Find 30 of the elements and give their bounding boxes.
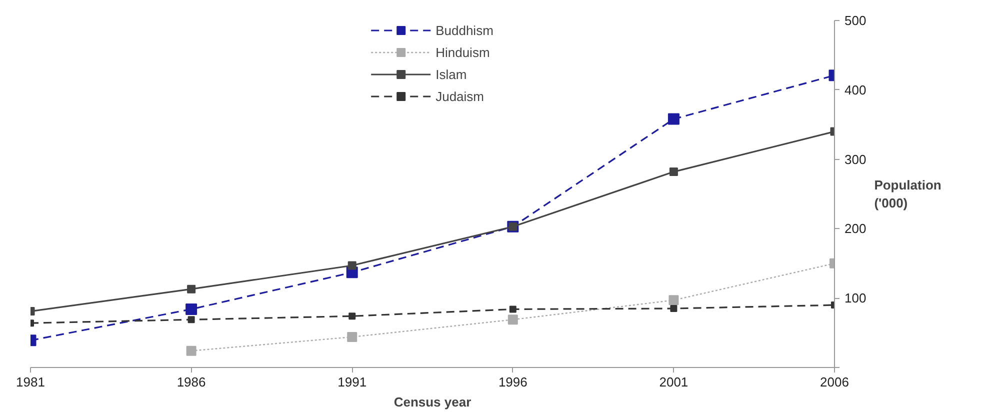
point [668,295,679,306]
point [188,316,195,324]
legend-label: Hinduism [436,44,490,60]
point [508,314,518,325]
y-tick-label: 500 [844,13,866,28]
x-tick-label: 2001 [659,374,688,390]
y-tick-label: 100 [844,290,866,306]
point [670,305,678,312]
point [186,346,196,356]
x-axis-title: Census year [394,394,472,410]
y-tick-label: 400 [844,82,866,98]
point [187,284,196,294]
x-tick-label: 1986 [176,374,206,390]
point [347,332,358,342]
legend-label: Buddhism [436,22,494,38]
y-axis-title: Population ('000) [874,178,942,210]
point [669,168,678,176]
point [668,113,680,125]
legend-label: Islam [436,66,467,82]
y-tick-label: 300 [844,152,866,167]
point [186,303,198,315]
point [509,306,516,313]
x-tick-label: 1981 [16,374,45,390]
point [348,261,356,270]
x-tick-label: 2006 [820,374,849,390]
point [348,312,356,320]
x-tick-label: 1991 [338,374,367,390]
x-tick-label: 1996 [498,374,528,390]
legend-label: Judaism [436,88,484,104]
y-tick-label: 200 [844,221,866,236]
